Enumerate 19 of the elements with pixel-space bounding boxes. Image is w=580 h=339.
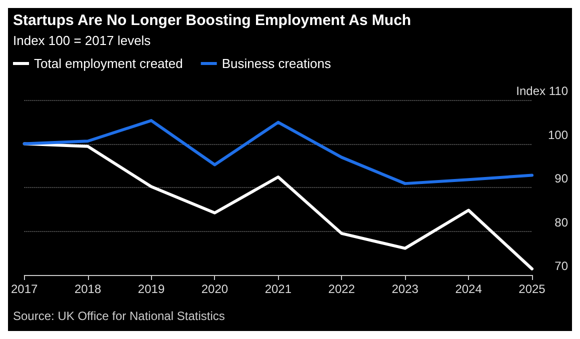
x-tick-label: 2019 <box>138 282 165 296</box>
x-tick-label: 2020 <box>201 282 228 296</box>
y-tick-label: 70 <box>554 259 568 273</box>
x-tick-label: 2017 <box>10 282 38 296</box>
legend-label: Total employment created <box>34 56 183 71</box>
x-tick-label: 2018 <box>74 282 102 296</box>
x-tick-label: 2022 <box>328 282 356 296</box>
y-tick-label: 80 <box>554 215 568 230</box>
x-tick-label: 2025 <box>518 282 546 296</box>
source-note: Source: UK Office for National Statistics <box>13 309 225 323</box>
x-tick-label: 2023 <box>392 282 419 296</box>
x-tick-label: 2021 <box>264 282 292 296</box>
chart-subtitle: Index 100 = 2017 levels <box>13 33 152 48</box>
chart-title: Startups Are No Longer Boosting Employment As Much <box>13 12 412 29</box>
legend-label: Business creations <box>222 56 332 71</box>
y-tick-label: Index 110 <box>516 84 568 98</box>
x-tick-label: 2024 <box>455 282 482 296</box>
y-tick-label: 100 <box>548 128 568 142</box>
y-tick-label: 90 <box>554 172 568 186</box>
